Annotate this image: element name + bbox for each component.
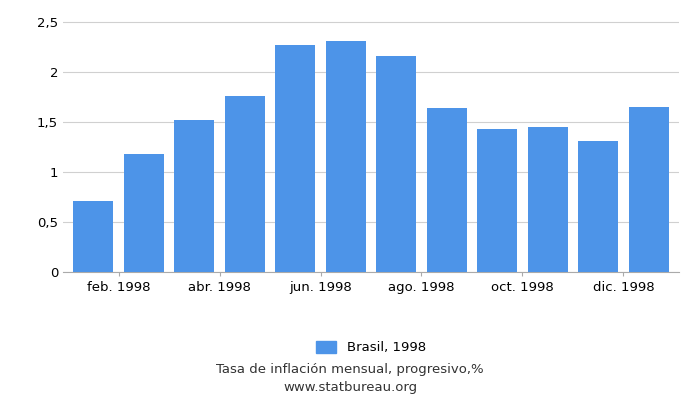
Bar [376,56,416,272]
Text: Tasa de inflación mensual, progresivo,%: Tasa de inflación mensual, progresivo,% [216,364,484,376]
Bar [629,107,669,272]
Bar [426,108,467,272]
Bar [225,96,265,272]
Bar [275,45,316,272]
Bar [326,41,366,272]
Bar [578,141,618,272]
Bar [477,129,517,272]
Bar [174,120,214,272]
Bar [124,154,164,272]
Bar [73,201,113,272]
Legend: Brasil, 1998: Brasil, 1998 [311,336,431,360]
Text: www.statbureau.org: www.statbureau.org [283,382,417,394]
Bar [528,127,568,272]
